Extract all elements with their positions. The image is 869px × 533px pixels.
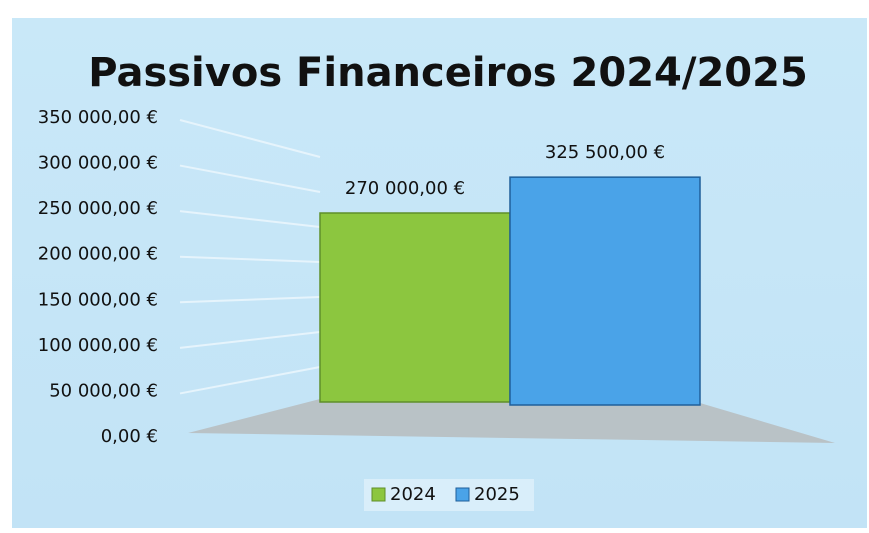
legend-swatch bbox=[455, 487, 470, 502]
grid-line bbox=[179, 331, 321, 349]
y-tick-label: 0,00 € bbox=[101, 426, 158, 447]
y-tick-label: 50 000,00 € bbox=[49, 380, 158, 401]
chart-title: Passivos Financeiros 2024/2025 bbox=[88, 50, 808, 96]
legend-label: 2024 bbox=[390, 484, 436, 505]
grid-line bbox=[179, 210, 321, 228]
y-tick-label: 200 000,00 € bbox=[38, 244, 158, 265]
data-label: 270 000,00 € bbox=[345, 178, 465, 199]
legend-box bbox=[364, 479, 534, 511]
y-tick-label: 100 000,00 € bbox=[38, 335, 158, 356]
y-tick-label: 350 000,00 € bbox=[38, 107, 158, 128]
y-tick-label: 250 000,00 € bbox=[38, 198, 158, 219]
y-tick-label: 150 000,00 € bbox=[38, 289, 158, 310]
grid-line bbox=[179, 366, 321, 395]
grid-line bbox=[179, 164, 321, 193]
legend-label: 2025 bbox=[474, 484, 520, 505]
grid-line bbox=[179, 119, 321, 158]
bar bbox=[319, 212, 511, 403]
legend-swatch bbox=[371, 487, 386, 502]
bar bbox=[509, 176, 701, 406]
grid-line bbox=[179, 255, 321, 263]
floor bbox=[188, 399, 835, 443]
data-label: 325 500,00 € bbox=[545, 142, 665, 163]
grid-line bbox=[179, 296, 321, 304]
y-tick-label: 300 000,00 € bbox=[38, 153, 158, 174]
